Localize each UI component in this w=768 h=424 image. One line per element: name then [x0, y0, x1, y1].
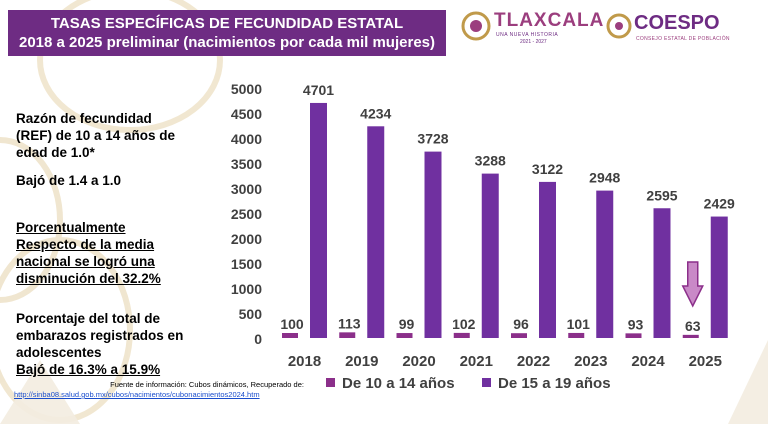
legend-swatch	[326, 378, 335, 387]
y-tick-label: 5000	[231, 81, 262, 97]
x-tick-label: 2024	[631, 353, 665, 370]
tlaxcala-logo-slogan: UNA NUEVA HISTORIA	[496, 32, 559, 38]
pregnancy-note: Porcentaje del total de embarazos regist…	[16, 310, 183, 378]
y-tick-label: 0	[254, 331, 262, 347]
source-note: Fuente de información: Cubos dinámicos, …	[14, 380, 304, 400]
legend-label: De 10 a 14 años	[342, 375, 455, 392]
title-line-1: TASAS ESPECÍFICAS DE FECUNDIDAD ESTATAL	[50, 15, 404, 32]
tlaxcala-emblem-icon	[461, 11, 491, 41]
bar-15-19	[653, 208, 671, 338]
legend-swatch	[482, 378, 491, 387]
bar-10-14	[625, 333, 642, 338]
y-tick-label: 2000	[231, 231, 262, 247]
pregnancy-note-line: Porcentaje del total de	[16, 311, 161, 326]
y-tick-label: 1500	[231, 256, 262, 272]
ref-drop-note: Bajó de 1.4 a 1.0	[16, 172, 121, 189]
data-label-10-14: 102	[452, 316, 476, 332]
bar-10-14	[339, 332, 356, 338]
source-link[interactable]: http://sinba08.salud.gob.mx/cubos/nacimi…	[14, 390, 260, 399]
x-tick-label: 2022	[517, 353, 550, 370]
data-label-10-14: 93	[628, 316, 644, 332]
tlaxcala-logo-years: 2021 - 2027	[520, 39, 547, 45]
data-label-15-19: 2429	[704, 196, 735, 212]
source-text: Fuente de información: Cubos dinámicos, …	[110, 380, 304, 389]
title-banner: TASAS ESPECÍFICAS DE FECUNDIDAD ESTATAL …	[8, 10, 446, 56]
ref-note: Razón de fecundidad (REF) de 10 a 14 año…	[16, 110, 175, 161]
coespo-logo-subtitle: CONSEJO ESTATAL DE POBLACIÓN	[636, 36, 730, 42]
bar-15-19	[367, 126, 385, 338]
pregnancy-note-line: embarazos registrados en	[16, 328, 184, 343]
y-tick-label: 1000	[231, 281, 262, 297]
bar-15-19	[481, 173, 499, 338]
coespo-emblem-icon	[606, 13, 632, 39]
y-tick-label: 3000	[231, 181, 262, 197]
x-tick-label: 2021	[460, 353, 493, 370]
tlaxcala-logo: TLAXCALA UNA NUEVA HISTORIA 2021 - 2027	[460, 8, 603, 48]
down-arrow-icon	[681, 261, 704, 308]
data-label-10-14: 63	[685, 318, 701, 334]
data-label-10-14: 113	[338, 315, 361, 331]
percent-note-line: nacional se logró una	[16, 254, 155, 269]
bar-10-14	[682, 334, 699, 338]
data-label-10-14: 100	[280, 316, 304, 332]
legend-label: De 15 a 19 años	[498, 375, 611, 392]
percent-note-line: Porcentualmente	[16, 220, 126, 235]
data-label-15-19: 3728	[417, 131, 448, 147]
data-label-15-19: 3288	[475, 153, 506, 169]
y-tick-label: 4500	[231, 106, 262, 122]
bar-15-19	[596, 190, 614, 338]
x-tick-label: 2018	[288, 353, 321, 370]
bar-10-14	[511, 333, 527, 338]
data-label-15-19: 4234	[360, 105, 391, 121]
bar-15-19	[424, 151, 442, 338]
fertility-bar-chart: 0 500 1000 1500 2000 2500 3000 3500 4000 4500 5000…	[231, 81, 735, 392]
data-label-10-14: 96	[513, 316, 529, 332]
ref-note-line: (REF) de 10 a 14 años de	[16, 128, 176, 143]
data-label-10-14: 101	[567, 316, 591, 332]
pregnancy-note-line: adolescentes	[16, 345, 102, 360]
title-line-2: 2018 a 2025 preliminar (nacimientos por …	[18, 34, 435, 51]
y-tick-label: 4000	[231, 131, 262, 147]
ref-note-line: edad de 1.0*	[16, 145, 95, 160]
percent-note-line: disminución del 32.2%	[16, 271, 161, 286]
y-tick-label: 500	[239, 306, 263, 322]
data-label-15-19: 3122	[532, 161, 563, 177]
bar-15-19	[539, 181, 556, 338]
data-label-10-14: 99	[399, 316, 415, 332]
bar-15-19	[710, 216, 728, 338]
x-tick-label: 2025	[689, 353, 722, 370]
tlaxcala-logo-name: TLAXCALA	[494, 10, 605, 31]
data-label-15-19: 2948	[589, 170, 620, 186]
y-tick-label: 2500	[231, 206, 262, 222]
x-tick-label: 2023	[574, 353, 607, 370]
ref-note-line: Razón de fecundidad	[16, 111, 152, 126]
percent-note-line: Respecto de la media	[16, 237, 155, 252]
ref-drop-text: Bajó de 1.4 a 1.0	[16, 173, 122, 188]
percent-note: Porcentualmente Respecto de la media nac…	[16, 219, 161, 287]
bar-15-19	[310, 102, 327, 338]
x-tick-label: 2019	[345, 353, 378, 370]
coespo-logo: COESPO CONSEJO ESTATAL DE POBLACIÓN	[606, 10, 756, 48]
bar-10-14	[568, 332, 585, 338]
data-label-15-19: 4701	[303, 82, 334, 98]
data-label-15-19: 2595	[646, 187, 677, 203]
bar-10-14	[453, 332, 470, 338]
bar-10-14	[396, 333, 413, 338]
pregnancy-note-line: Bajó de 16.3% a 15.9%	[16, 362, 161, 377]
coespo-logo-name: COESPO	[634, 12, 720, 34]
x-tick-label: 2020	[402, 353, 435, 370]
y-tick-label: 3500	[231, 156, 262, 172]
bar-10-14	[282, 333, 298, 338]
